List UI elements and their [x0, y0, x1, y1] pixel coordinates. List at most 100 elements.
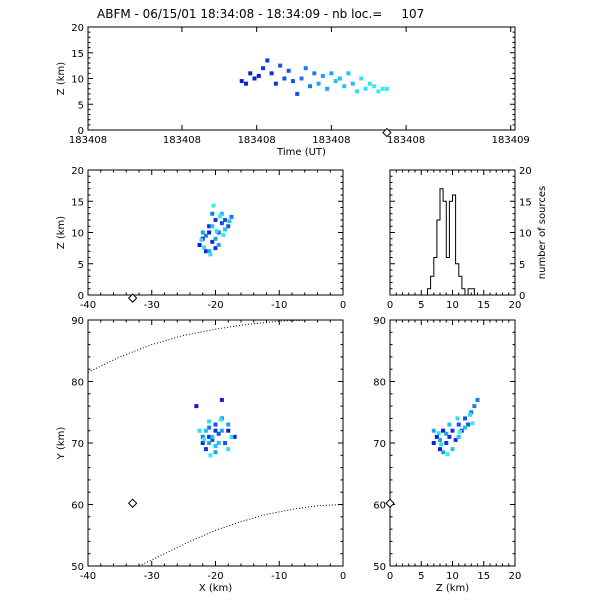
y-tick-label: 0 — [78, 291, 84, 302]
source-point — [218, 417, 223, 422]
source-point — [243, 81, 248, 86]
x-tick-label: 0 — [387, 300, 393, 311]
x-tick-label: 183409 — [492, 135, 530, 146]
source-point — [290, 79, 295, 84]
source-point — [450, 447, 455, 452]
source-point — [216, 441, 221, 445]
y-tick-label: 5 — [78, 260, 84, 271]
source-point — [217, 214, 222, 219]
y-tick-label: 20 — [519, 166, 532, 177]
source-point — [359, 76, 364, 81]
source-point — [346, 71, 351, 76]
source-point — [210, 437, 215, 442]
source-point — [434, 434, 439, 439]
source-point — [431, 441, 436, 445]
source-point — [316, 81, 321, 86]
source-point — [372, 84, 377, 89]
y-tick-label: 60 — [71, 501, 84, 512]
source-point — [213, 218, 218, 222]
source-point — [219, 428, 224, 433]
y-tick-label: 80 — [71, 378, 84, 389]
source-point — [456, 434, 461, 439]
source-point — [265, 58, 270, 63]
range-ring — [87, 319, 343, 373]
height-distribution-frame — [389, 169, 516, 296]
source-point — [252, 76, 257, 81]
source-point — [269, 71, 274, 76]
source-point — [333, 79, 338, 84]
y-tick-label: 60 — [373, 501, 386, 512]
station-marker — [127, 498, 138, 508]
y-tick-label: 0 — [519, 291, 525, 302]
x-tick-label: -10 — [271, 571, 287, 582]
source-point — [226, 447, 231, 452]
station-marker — [385, 498, 395, 508]
y-tick-label: 70 — [373, 439, 386, 450]
source-point — [469, 410, 474, 415]
source-point — [213, 246, 218, 251]
source-point — [219, 221, 224, 226]
z-y-panel: 0 5 10 15 20 50 60 70 80 90 Z (km) — [373, 316, 521, 594]
x-tick-label: 0 — [340, 571, 346, 582]
source-point — [367, 81, 372, 86]
source-point — [444, 441, 449, 445]
source-point — [431, 428, 436, 433]
source-point — [232, 434, 237, 439]
y-tick-label: 90 — [71, 316, 84, 327]
source-point — [213, 444, 218, 449]
source-point — [325, 86, 330, 91]
y-tick-label: 90 — [373, 316, 386, 327]
source-point — [229, 434, 234, 439]
source-point — [210, 211, 215, 216]
x-tick-label: 15 — [477, 300, 490, 311]
source-point — [216, 431, 221, 436]
x-tick-label: 183408 — [312, 135, 350, 146]
source-point — [202, 245, 207, 250]
source-point — [286, 68, 291, 73]
y-tick-label: 10 — [519, 229, 532, 240]
source-point — [453, 437, 458, 442]
source-point — [213, 428, 218, 433]
station-marker — [127, 293, 138, 303]
z-y-frame — [389, 319, 516, 567]
range-ring — [138, 504, 344, 567]
y-tick-label: 10 — [71, 229, 84, 240]
y-tick-label: 20 — [71, 166, 84, 177]
source-point — [273, 81, 278, 86]
source-point — [210, 224, 215, 229]
x-tick-label: -30 — [144, 571, 160, 582]
source-point — [210, 239, 215, 244]
y-axis-label: number of sources — [537, 186, 548, 279]
x-tick-label: -40 — [80, 571, 96, 582]
y-axis-label: Z (km) — [56, 216, 67, 249]
x-tick-label: 183408 — [238, 135, 276, 146]
source-point — [223, 441, 228, 445]
source-point — [226, 422, 231, 427]
source-point — [261, 66, 266, 71]
x-tick-label: 0 — [340, 300, 346, 311]
x-tick-label: 183408 — [69, 135, 107, 146]
source-point — [213, 450, 218, 455]
x-tick-label: -40 — [80, 300, 96, 311]
y-tick-label: 10 — [71, 75, 84, 86]
source-point — [363, 86, 368, 91]
x-tick-label: -20 — [207, 300, 223, 311]
x-tick-label: 0 — [387, 571, 393, 582]
source-point — [470, 421, 475, 426]
x-z-panel: -40 -30 -20 -10 0 0 5 10 15 20 Z (km) — [56, 166, 346, 311]
source-point — [466, 422, 471, 427]
source-point — [380, 86, 385, 91]
source-point — [475, 397, 480, 402]
source-point — [200, 441, 205, 445]
source-point — [203, 233, 208, 238]
source-point — [207, 434, 212, 439]
y-tick-label: 80 — [373, 378, 386, 389]
source-point — [458, 429, 462, 434]
x-axis-label: Time (UT) — [276, 147, 326, 158]
y-tick-label: 5 — [78, 100, 84, 111]
source-point — [203, 447, 208, 452]
source-point — [308, 84, 313, 89]
source-point — [295, 91, 300, 96]
source-point — [214, 229, 219, 234]
